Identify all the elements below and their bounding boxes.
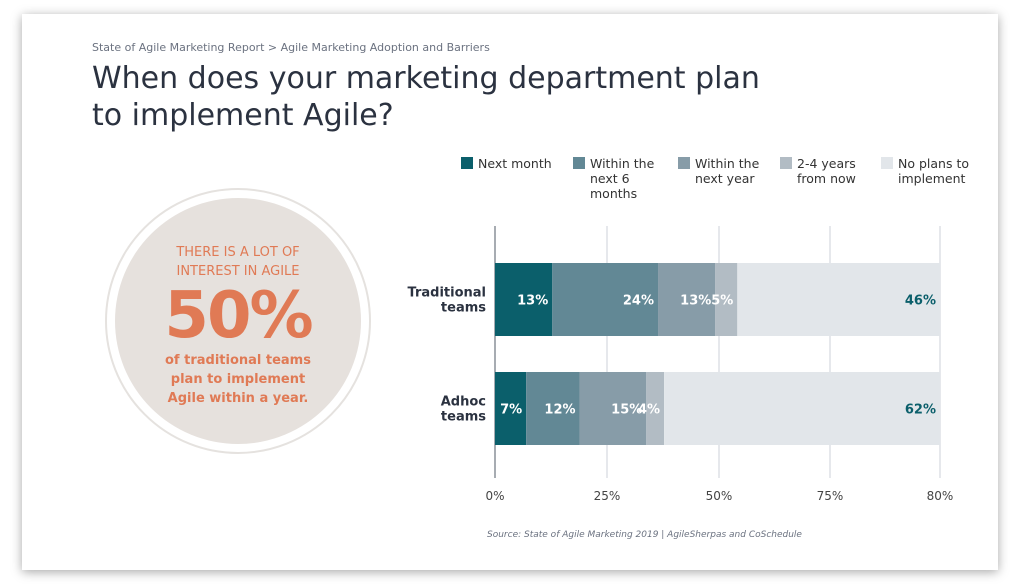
legend-swatch [461, 157, 473, 169]
category-label: teams [441, 410, 486, 425]
category-label: teams [441, 301, 486, 316]
x-tick-label: 25% [594, 489, 621, 503]
legend-item: Next month [461, 156, 552, 171]
callout-line1: THERE IS A LOT OF [176, 245, 300, 260]
data-label: 15% [611, 403, 642, 418]
legend-label: Within the next year [695, 156, 760, 186]
bar-segment [737, 263, 940, 336]
bar-segment [646, 372, 665, 445]
legend-swatch [881, 157, 893, 169]
bar-segment [658, 263, 716, 336]
bar-segment [552, 263, 659, 336]
bar-segment [495, 372, 527, 445]
legend-item: No plans to implement [881, 156, 969, 186]
bar-segment [664, 372, 940, 445]
legend-item: 2-4 years from now [780, 156, 856, 186]
data-label: 7% [500, 403, 522, 418]
legend-swatch [573, 157, 585, 169]
legend-swatch [678, 157, 690, 169]
callout-line5: Agile within a year. [167, 391, 309, 406]
legend-item: Within the next 6 months [573, 156, 655, 201]
data-label: 4% [638, 403, 660, 418]
data-label: 13% [680, 294, 711, 309]
bar-segment [715, 263, 738, 336]
callout-line3: of traditional teams [165, 353, 311, 368]
legend-item: Within the next year [678, 156, 760, 186]
category-label: Traditional [408, 286, 486, 301]
data-label: 12% [544, 403, 575, 418]
source-note: Source: State of Agile Marketing 2019 | … [487, 530, 802, 540]
callout-line2: INTEREST IN AGILE [176, 264, 300, 279]
callout-line4: plan to implement [170, 372, 306, 387]
legend-label: Within the next 6 months [590, 156, 655, 201]
data-label: 24% [623, 294, 654, 309]
data-label: 46% [905, 294, 936, 309]
bar-segment [579, 372, 647, 445]
data-label: 62% [905, 403, 936, 418]
legend-label: Next month [478, 156, 552, 171]
x-tick-label: 75% [817, 489, 844, 503]
legend-label: 2-4 years from now [797, 156, 856, 186]
breadcrumb: State of Agile Marketing Report > Agile … [92, 41, 490, 54]
legend-swatch [780, 157, 792, 169]
callout-circle: THERE IS A LOT OF INTEREST IN AGILE 50% o… [115, 198, 361, 444]
callout-stat: 50% [164, 279, 313, 353]
bar-segment [495, 263, 553, 336]
x-tick-label: 80% [927, 489, 954, 503]
callout-ring [105, 188, 371, 454]
category-label: Adhoc [441, 395, 486, 410]
page-title: When does your marketing department plan… [92, 61, 760, 133]
x-tick-label: 0% [485, 489, 504, 503]
legend-label: No plans to implement [898, 156, 969, 186]
data-label: 5% [711, 294, 733, 309]
data-label: 13% [517, 294, 548, 309]
bar-segment [526, 372, 580, 445]
x-tick-label: 50% [706, 489, 733, 503]
